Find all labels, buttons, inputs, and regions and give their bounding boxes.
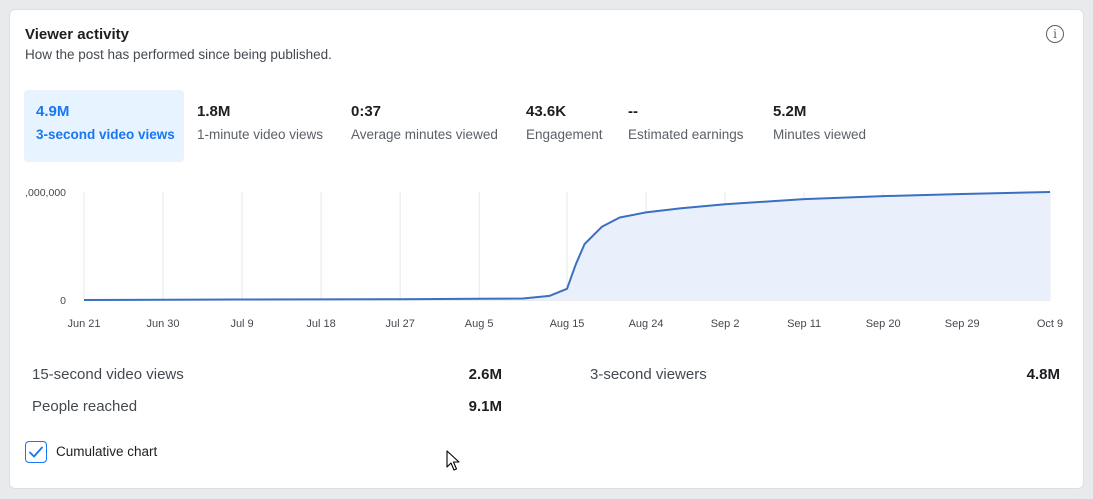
metric-value-15-second-video-views: 2.6M xyxy=(468,366,502,383)
mouse-cursor-icon xyxy=(446,450,460,471)
x-tick-label: Sep 11 xyxy=(787,318,821,330)
x-tick-label: Aug 5 xyxy=(465,318,494,330)
tab-value: 1.8M xyxy=(197,103,231,120)
metric-label-3-second-viewers: 3-second viewers xyxy=(590,366,707,383)
cumulative-chart-checkbox[interactable] xyxy=(25,441,47,463)
x-tick-label: Jun 21 xyxy=(67,318,100,330)
x-tick-label: Sep 29 xyxy=(945,318,980,330)
series-area xyxy=(84,192,1050,300)
info-icon[interactable]: i xyxy=(1046,25,1064,43)
viewer-activity-chart: Jun 21 Jun 30 Jul 9 Jul 18 Jul 27 Aug 5 Aug 15… xyxy=(25,187,1063,330)
y-tick-label: ,000,000 xyxy=(25,187,66,199)
tab-value: 0:37 xyxy=(351,103,382,120)
card-subtitle: How the post has performed since being p… xyxy=(25,47,332,62)
tab-label: 3-second video views xyxy=(36,127,175,142)
tab-engagement[interactable]: 43.6K Engagement xyxy=(526,90,603,162)
tab-value: -- xyxy=(628,103,638,120)
x-tick-label: Jul 9 xyxy=(230,318,253,330)
x-tick-label: Oct 9 xyxy=(1037,318,1063,330)
x-tick-label: Sep 2 xyxy=(711,318,740,330)
tab-label: Engagement xyxy=(526,127,603,142)
y-tick-label: 0 xyxy=(60,295,66,307)
tab-3-second-video-views[interactable]: 4.9M 3-second video views xyxy=(24,90,184,162)
x-tick-label: Jul 27 xyxy=(385,318,414,330)
metric-value-3-second-viewers: 4.8M xyxy=(1026,366,1060,383)
tab-label: 1-minute video views xyxy=(197,127,324,142)
metric-label-15-second-video-views: 15-second video views xyxy=(32,366,184,383)
tab-1-minute-video-views[interactable]: 1.8M 1-minute video views xyxy=(197,90,323,162)
cumulative-chart-label: Cumulative chart xyxy=(56,444,158,459)
tab-label: Average minutes viewed xyxy=(351,127,498,142)
tab-value: 4.9M xyxy=(36,103,70,120)
x-tick-label: Aug 24 xyxy=(629,318,664,330)
x-tick-label: Jun 30 xyxy=(147,318,180,330)
checkmark-icon xyxy=(29,446,43,458)
tab-value: 43.6K xyxy=(526,103,567,120)
series-line xyxy=(83,191,1051,301)
card-title: Viewer activity xyxy=(25,26,129,43)
tab-label: Minutes viewed xyxy=(773,127,867,142)
tab-value: 5.2M xyxy=(773,103,807,120)
metric-value-people-reached: 9.1M xyxy=(468,398,502,415)
tab-minutes-viewed[interactable]: 5.2M Minutes viewed xyxy=(773,90,866,162)
x-tick-label: Jul 18 xyxy=(306,318,335,330)
metric-label-people-reached: People reached xyxy=(32,398,138,415)
tab-label: Estimated earnings xyxy=(628,127,744,142)
x-tick-label: Aug 15 xyxy=(550,318,585,330)
x-tick-label: Sep 20 xyxy=(866,318,901,330)
tab-estimated-earnings[interactable]: -- Estimated earnings xyxy=(628,90,744,162)
viewer-activity-card: Viewer activity How the post has perform… xyxy=(9,9,1084,489)
tab-average-minutes-viewed[interactable]: 0:37 Average minutes viewed xyxy=(351,90,498,162)
